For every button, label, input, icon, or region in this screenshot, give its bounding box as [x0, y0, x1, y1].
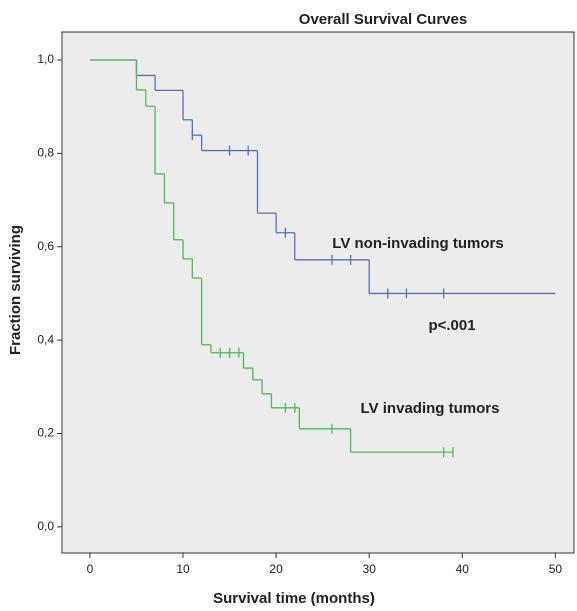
- y-tick-label: 0,2: [37, 426, 54, 440]
- plot-area: [61, 31, 575, 554]
- x-tick-label: 20: [269, 562, 283, 576]
- y-tick-label: 0,4: [37, 332, 54, 346]
- annotation: p<.001: [428, 317, 475, 334]
- y-tick-label: 0,0: [37, 519, 54, 533]
- y-axis-title: Fraction surviving: [7, 225, 24, 355]
- x-tick-label: 50: [549, 562, 563, 576]
- chart-title: Overall Survival Curves: [299, 11, 467, 28]
- y-tick-label: 0,8: [37, 146, 54, 160]
- annotation: LV invading tumors: [361, 400, 500, 417]
- x-tick-label: 10: [176, 562, 190, 576]
- x-axis-title: Survival time (months): [213, 590, 375, 607]
- x-tick-label: 30: [363, 562, 377, 576]
- annotation: LV non-invading tumors: [332, 235, 503, 252]
- x-tick-label: 0: [87, 562, 94, 576]
- y-tick-label: 0,6: [37, 239, 54, 253]
- y-tick-label: 1,0: [37, 52, 54, 66]
- x-tick-label: 40: [456, 562, 470, 576]
